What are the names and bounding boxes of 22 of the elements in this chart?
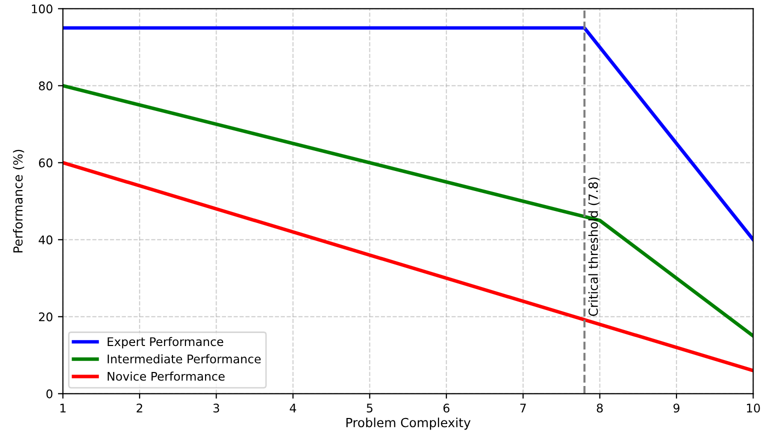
x-tick-label: 5 [366,404,372,413]
legend-label: Novice Performance [108,372,225,381]
x-tick-label: 6 [443,404,450,413]
legend-label: Intermediate Performance [108,354,261,364]
x-tick-label: 2 [136,404,142,412]
x-tick-label: 4 [290,404,296,412]
y-tick-label: 0 [46,389,52,398]
x-tick-label: 8 [596,404,603,413]
legend-label: Expert Performance [108,336,224,348]
x-tick-label: 7 [520,404,526,412]
y-tick-label: 80 [38,81,52,90]
x-tick-label: 10 [746,404,760,413]
x-tick-label: 1 [60,404,66,412]
y-tick-label: 60 [38,158,52,168]
x-axis-title: Problem Complexity [346,418,471,430]
ref-line-label: Critical threshold (7.8) [588,178,600,316]
y-tick-label: 100 [32,4,52,14]
y-tick-label: 40 [38,235,52,244]
x-tick-label: 3 [213,404,220,413]
y-axis-title: Performance (%) [12,150,24,252]
y-tick-label: 20 [39,312,52,322]
x-tick-label: 9 [673,404,680,413]
